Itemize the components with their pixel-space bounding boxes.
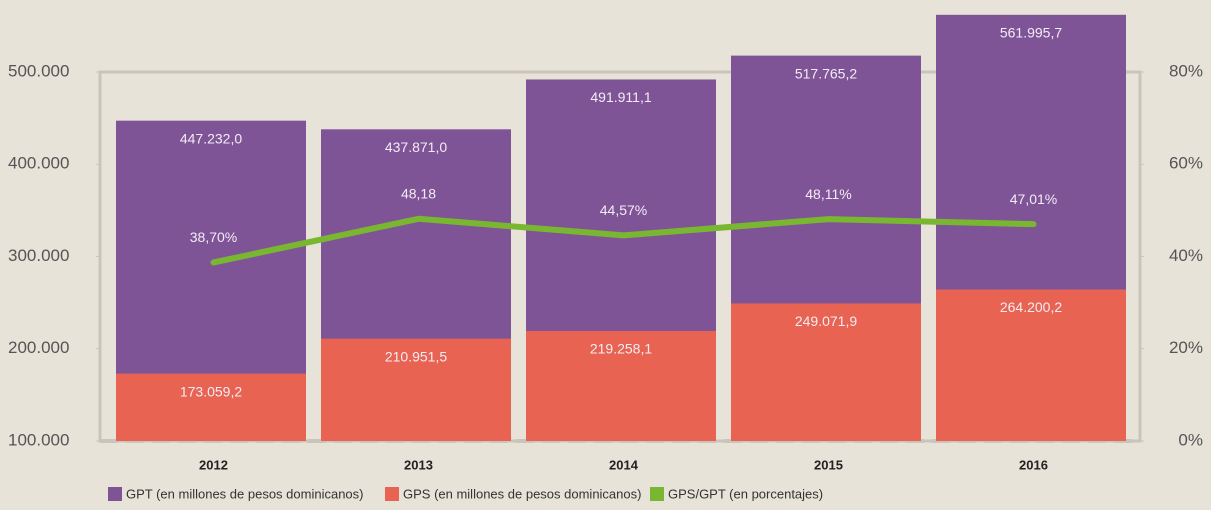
legend-label: GPS/GPT (en porcentajes) [668, 486, 823, 501]
y2-tick-label: 80% [1169, 61, 1203, 80]
x-tick-label: 2012 [199, 457, 228, 472]
data-label: 264.200,2 [1000, 299, 1062, 315]
x-tick-label: 2016 [1019, 457, 1048, 472]
y-tick-label: 400.000 [8, 154, 69, 173]
legend-swatch [650, 487, 664, 501]
data-label: 38,70% [190, 229, 237, 245]
data-label: 561.995,7 [1000, 25, 1062, 41]
y-tick-label: 500.000 [8, 61, 69, 80]
legend-swatch [108, 487, 122, 501]
y-tick-label: 300.000 [8, 246, 69, 265]
data-label: 44,57% [600, 202, 647, 218]
line [210, 215, 1037, 266]
x-tick-label: 2014 [609, 457, 639, 472]
legend-label: GPT (en millones de pesos dominicanos) [126, 486, 364, 501]
data-label: 447.232,0 [180, 130, 242, 146]
bar [936, 289, 1126, 441]
y-tick-label: 100.000 [8, 430, 69, 449]
data-label: 210.951,5 [385, 348, 447, 364]
data-label: 491.911,1 [590, 89, 651, 105]
data-label: 47,01% [1010, 191, 1057, 207]
y2-tick-label: 60% [1169, 154, 1203, 173]
x-tick-label: 2013 [404, 457, 433, 472]
data-label: 48,18 [401, 185, 436, 201]
data-label: 517.765,2 [795, 65, 857, 81]
bar [321, 338, 511, 441]
y2-tick-label: 20% [1169, 338, 1203, 357]
y-tick-label: 200.000 [8, 338, 69, 357]
y2-tick-label: 0% [1178, 430, 1203, 449]
data-label: 437.871,0 [385, 139, 447, 155]
data-label: 48,11% [805, 186, 851, 202]
data-label: 219.258,1 [590, 341, 652, 357]
bar [731, 303, 921, 441]
y2-tick-label: 40% [1169, 246, 1203, 265]
legend-swatch [385, 487, 399, 501]
bar [526, 330, 716, 441]
bar [116, 373, 306, 441]
data-label: 173.059,2 [180, 383, 242, 399]
x-tick-label: 2015 [814, 457, 843, 472]
legend-label: GPS (en millones de pesos dominicanos) [403, 486, 641, 501]
data-label: 249.071,9 [795, 313, 857, 329]
